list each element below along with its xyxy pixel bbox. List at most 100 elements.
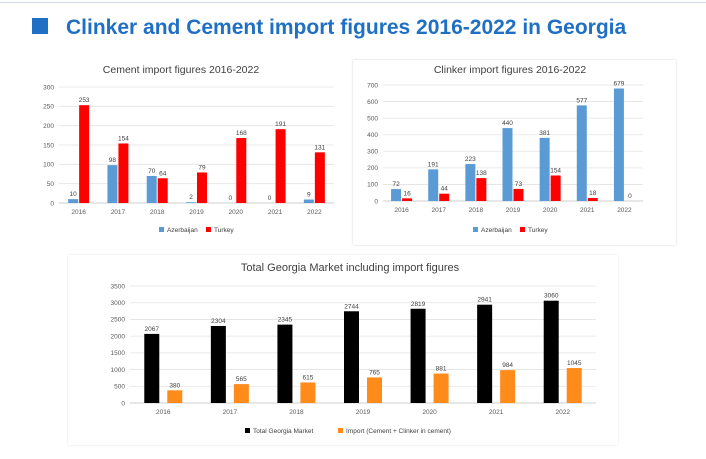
- y-tick-label: 600: [367, 99, 378, 106]
- bar-import-cement-clinker-in-cement: [367, 377, 382, 403]
- bar-import-cement-clinker-in-cement: [300, 382, 316, 403]
- y-tick-label: 2500: [111, 317, 126, 324]
- bar-turkey: [587, 198, 598, 201]
- data-label: 138: [476, 170, 487, 177]
- title-bullet: [32, 18, 48, 34]
- bar-azerbaijan: [186, 202, 196, 203]
- bar-total-georgia-market: [543, 300, 559, 403]
- y-tick-label: 500: [114, 384, 125, 391]
- y-tick-label: 200: [43, 123, 54, 130]
- legend-label: Azerbaijan: [481, 227, 512, 234]
- bar-azerbaijan: [576, 105, 587, 201]
- bar-total-georgia-market: [477, 304, 493, 403]
- y-tick-label: 100: [367, 182, 378, 189]
- bar-total-georgia-market: [410, 308, 426, 403]
- legend-swatch: [520, 227, 525, 232]
- bar-import-cement-clinker-in-cement: [233, 384, 249, 403]
- x-tick-label: 2017: [431, 207, 446, 214]
- chart-title: Total Georgia Market including import fi…: [241, 262, 460, 274]
- y-tick-label: 3000: [111, 300, 126, 307]
- data-label: 381: [539, 130, 550, 137]
- y-tick-label: 0: [121, 400, 125, 407]
- total-market-chart-panel: Total Georgia Market including import fi…: [68, 255, 618, 445]
- bar-azerbaijan: [539, 137, 550, 201]
- total-market-chart: Total Georgia Market including import fi…: [111, 262, 596, 435]
- x-tick-label: 2019: [356, 409, 371, 416]
- x-tick-label: 2016: [156, 409, 171, 416]
- data-label: 440: [502, 120, 513, 127]
- data-label: 98: [109, 157, 117, 164]
- legend-swatch: [473, 227, 478, 232]
- data-label: 2819: [411, 301, 426, 308]
- x-tick-label: 2017: [223, 409, 238, 416]
- data-label: 154: [550, 167, 561, 174]
- data-label: 79: [198, 164, 206, 171]
- bar-total-georgia-market: [144, 333, 160, 403]
- x-tick-label: 2017: [111, 209, 126, 216]
- data-label: 577: [576, 97, 587, 104]
- bar-turkey: [236, 138, 247, 203]
- data-label: 0: [628, 193, 632, 200]
- data-label: 3060: [544, 293, 559, 300]
- bar-turkey: [513, 188, 524, 201]
- legend-label: Turkey: [528, 227, 548, 234]
- data-label: 191: [428, 161, 439, 168]
- page-title: Clinker and Cement import figures 2016-2…: [66, 16, 627, 39]
- data-label: 679: [613, 80, 624, 87]
- data-label: 2744: [344, 303, 359, 310]
- data-label: 73: [515, 181, 523, 188]
- data-label: 10: [70, 191, 78, 198]
- legend-swatch: [338, 428, 343, 433]
- y-tick-label: 1500: [111, 350, 126, 357]
- y-tick-label: 700: [367, 82, 378, 89]
- bar-total-georgia-market: [344, 311, 359, 403]
- data-label: 615: [302, 374, 313, 381]
- data-label: 9: [307, 192, 311, 199]
- bar-azerbaijan: [107, 165, 118, 203]
- bar-total-georgia-market: [277, 324, 293, 403]
- data-label: 253: [79, 97, 90, 104]
- bar-turkey: [157, 178, 168, 203]
- x-tick-label: 2018: [289, 409, 304, 416]
- bar-import-cement-clinker-in-cement: [500, 370, 516, 403]
- cement-import-chart: Cement import figures 2016-2022050100150…: [43, 64, 334, 234]
- y-tick-label: 100: [43, 162, 54, 169]
- y-tick-label: 3500: [111, 283, 126, 290]
- data-label: 2067: [145, 326, 160, 333]
- cement-chart-panel: Cement import figures 2016-2022 0 50 100 150…: [26, 60, 344, 245]
- x-tick-label: 2022: [307, 209, 322, 216]
- bar-turkey: [314, 152, 325, 203]
- bar-turkey: [439, 193, 450, 201]
- data-label: 18: [589, 190, 597, 197]
- data-label: 70: [148, 168, 156, 175]
- clinker-import-chart: Clinker import figures 2016-2022 0 100 200 3…: [367, 64, 643, 234]
- bar-turkey: [402, 198, 413, 201]
- bar-total-georgia-market: [210, 325, 226, 403]
- y-tick-label: 1000: [111, 367, 126, 374]
- data-label: 1045: [567, 360, 582, 367]
- legend-swatch: [206, 227, 211, 232]
- x-tick-label: 2020: [422, 409, 437, 416]
- x-tick-label: 2021: [268, 209, 283, 216]
- bar-turkey: [476, 178, 487, 201]
- x-tick-label: 2018: [150, 209, 165, 216]
- data-label: 223: [465, 156, 476, 163]
- data-label: 2941: [477, 297, 492, 304]
- bar-turkey: [118, 143, 129, 203]
- bar-turkey: [550, 175, 561, 201]
- x-tick-label: 2020: [229, 209, 244, 216]
- data-label: 44: [441, 186, 449, 193]
- legend-label: Azerbaijan: [167, 227, 198, 234]
- y-tick-label: 0: [374, 198, 378, 205]
- bar-azerbaijan: [465, 164, 476, 201]
- x-tick-label: 2018: [469, 207, 484, 214]
- data-label: 765: [369, 369, 380, 376]
- legend-label: Total Georgia Market: [253, 428, 314, 435]
- y-tick-label: 2000: [111, 333, 126, 340]
- y-tick-label: 0: [50, 200, 54, 207]
- data-label: 0: [268, 195, 272, 202]
- data-label: 565: [236, 376, 247, 383]
- top-divider: [0, 2, 706, 3]
- x-tick-label: 2019: [189, 209, 204, 216]
- x-tick-label: 2021: [489, 409, 504, 416]
